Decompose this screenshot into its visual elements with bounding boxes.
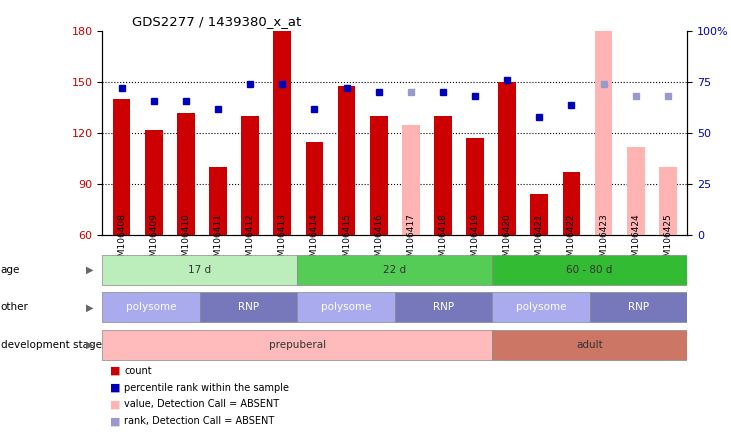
Bar bbox=[595, 31, 613, 235]
Text: GSM106410: GSM106410 bbox=[181, 213, 190, 268]
Text: GSM106409: GSM106409 bbox=[149, 213, 158, 268]
Bar bbox=[492, 293, 590, 322]
Text: 17 d: 17 d bbox=[189, 265, 211, 275]
Bar bbox=[563, 172, 580, 235]
Bar bbox=[492, 255, 687, 285]
Bar bbox=[241, 116, 259, 235]
Bar bbox=[492, 330, 687, 360]
Bar bbox=[102, 293, 200, 322]
Text: development stage: development stage bbox=[1, 340, 102, 350]
Text: ■: ■ bbox=[110, 383, 120, 392]
Text: ▶: ▶ bbox=[86, 265, 94, 275]
Text: rank, Detection Call = ABSENT: rank, Detection Call = ABSENT bbox=[124, 416, 275, 426]
Text: GSM106425: GSM106425 bbox=[663, 213, 673, 268]
Text: GSM106418: GSM106418 bbox=[439, 213, 447, 268]
Bar bbox=[466, 139, 484, 235]
Bar bbox=[200, 293, 298, 322]
Bar bbox=[659, 167, 677, 235]
Bar bbox=[627, 147, 645, 235]
Text: ■: ■ bbox=[110, 366, 120, 376]
Text: RNP: RNP bbox=[238, 302, 259, 313]
Text: GSM106415: GSM106415 bbox=[342, 213, 351, 268]
Text: GSM106416: GSM106416 bbox=[374, 213, 383, 268]
Text: age: age bbox=[1, 265, 20, 275]
Text: GSM106408: GSM106408 bbox=[117, 213, 126, 268]
Text: GSM106422: GSM106422 bbox=[567, 213, 576, 268]
Bar bbox=[590, 293, 687, 322]
Text: ▶: ▶ bbox=[86, 302, 94, 313]
Bar bbox=[273, 31, 291, 235]
Text: GSM106414: GSM106414 bbox=[310, 213, 319, 268]
Text: GSM106421: GSM106421 bbox=[535, 213, 544, 268]
Text: polysome: polysome bbox=[515, 302, 567, 313]
Bar bbox=[338, 86, 355, 235]
Text: count: count bbox=[124, 366, 152, 376]
Text: value, Detection Call = ABSENT: value, Detection Call = ABSENT bbox=[124, 400, 279, 409]
Text: GSM106424: GSM106424 bbox=[632, 213, 640, 268]
Bar bbox=[499, 82, 516, 235]
Text: ■: ■ bbox=[110, 400, 120, 409]
Text: prepuberal: prepuberal bbox=[269, 340, 326, 350]
Bar bbox=[298, 293, 395, 322]
Text: other: other bbox=[1, 302, 29, 313]
Bar bbox=[298, 255, 492, 285]
Text: GSM106419: GSM106419 bbox=[471, 213, 480, 268]
Text: 60 - 80 d: 60 - 80 d bbox=[567, 265, 613, 275]
Bar bbox=[102, 330, 492, 360]
Bar bbox=[177, 113, 194, 235]
Text: ▶: ▶ bbox=[86, 340, 94, 350]
Text: GSM106411: GSM106411 bbox=[213, 213, 222, 268]
Text: GSM106423: GSM106423 bbox=[599, 213, 608, 268]
Text: polysome: polysome bbox=[126, 302, 176, 313]
Bar bbox=[531, 194, 548, 235]
Bar bbox=[113, 99, 130, 235]
Text: RNP: RNP bbox=[433, 302, 454, 313]
Text: GDS2277 / 1439380_x_at: GDS2277 / 1439380_x_at bbox=[132, 16, 301, 28]
Bar bbox=[434, 116, 452, 235]
Text: GSM106417: GSM106417 bbox=[406, 213, 415, 268]
Text: percentile rank within the sample: percentile rank within the sample bbox=[124, 383, 289, 392]
Bar bbox=[370, 116, 387, 235]
Text: RNP: RNP bbox=[628, 302, 649, 313]
Text: GSM106420: GSM106420 bbox=[503, 213, 512, 268]
Bar bbox=[145, 130, 162, 235]
Bar bbox=[102, 255, 298, 285]
Bar bbox=[395, 293, 492, 322]
Bar bbox=[306, 142, 323, 235]
Text: GSM106412: GSM106412 bbox=[246, 213, 254, 268]
Bar bbox=[209, 167, 227, 235]
Text: 22 d: 22 d bbox=[383, 265, 406, 275]
Bar bbox=[402, 125, 420, 235]
Text: adult: adult bbox=[576, 340, 603, 350]
Text: polysome: polysome bbox=[321, 302, 371, 313]
Text: GSM106413: GSM106413 bbox=[278, 213, 287, 268]
Text: ■: ■ bbox=[110, 416, 120, 426]
